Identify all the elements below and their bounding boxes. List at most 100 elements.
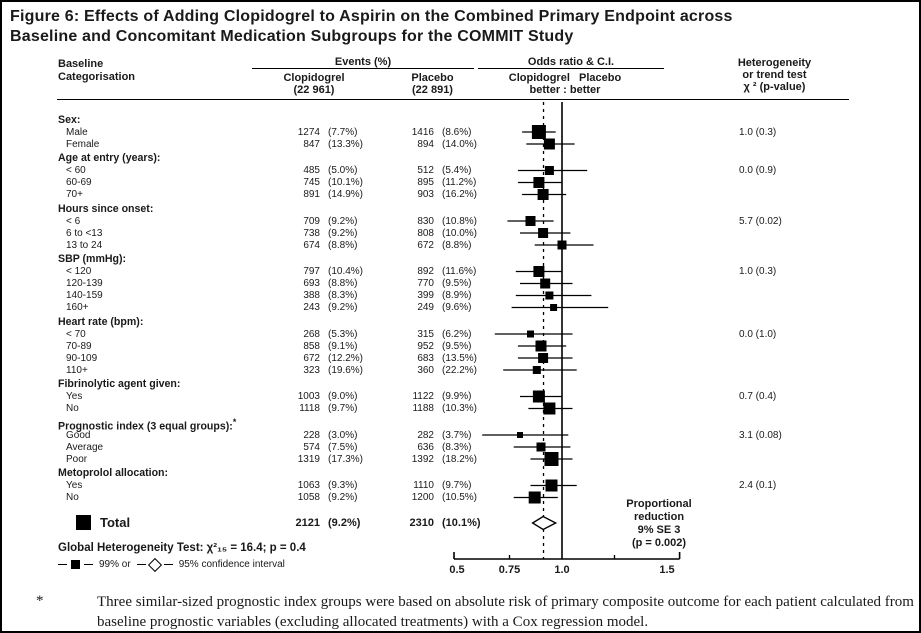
- clopidogrel-pct: (9.2%): [328, 215, 358, 227]
- clopidogrel-events: 574: [303, 441, 320, 453]
- total-placebo-events: 2310: [409, 517, 434, 529]
- placebo-pct: (10.3%): [442, 403, 478, 414]
- col-header-odds-ratio: Odds ratio & C.I.: [478, 56, 664, 69]
- placebo-events: 399: [417, 290, 434, 301]
- col-header-heterogeneity-1: Heterogeneity: [737, 57, 812, 69]
- clopidogrel-events: 693: [303, 278, 320, 289]
- heterogeneity-value: 3.1 (0.08): [739, 429, 782, 441]
- placebo-events: 1188: [412, 403, 434, 414]
- col-header-better-labels: better : better: [529, 84, 601, 96]
- or-square: [533, 177, 545, 188]
- subgroup-label: Male: [66, 126, 88, 138]
- subgroup-label: 140-159: [66, 290, 103, 301]
- col-header-events: Events (%): [252, 56, 474, 69]
- clopidogrel-events: 891: [303, 189, 320, 200]
- clopidogrel-pct: (7.7%): [328, 126, 358, 138]
- clopidogrel-pct: (8.8%): [328, 278, 358, 289]
- clopidogrel-pct: (9.2%): [328, 492, 358, 503]
- clopidogrel-events: 1319: [297, 453, 320, 465]
- placebo-pct: (9.5%): [442, 340, 472, 352]
- legend-99ci-square-icon: [71, 560, 80, 569]
- heterogeneity-value: 1.0 (0.3): [739, 126, 777, 138]
- placebo-pct: (14.0%): [442, 138, 478, 150]
- clopidogrel-pct: (3.0%): [328, 429, 358, 441]
- prop-reduction-line3: 9% SE 3: [637, 524, 681, 536]
- or-square: [532, 390, 545, 403]
- figure-title: Figure 6: Effects of Adding Clopidogrel …: [10, 7, 733, 48]
- placebo-events: 1110: [413, 480, 434, 491]
- subgroup-label: < 120: [66, 266, 92, 277]
- placebo-events: 903: [417, 189, 434, 200]
- total-square-icon: [76, 515, 91, 530]
- legend-95ci-label: 95% confidence interval: [178, 559, 285, 570]
- section-label: Heart rate (bpm):: [58, 315, 144, 328]
- clopidogrel-events: 323: [303, 364, 320, 376]
- prop-reduction-line1: Proportional: [626, 498, 692, 510]
- col-header-placebo-n: (22 891): [412, 84, 453, 96]
- section-label: Hours since onset:: [58, 202, 154, 215]
- footnote-text: Three similar-sized prognostic index gro…: [97, 594, 914, 630]
- placebo-pct: (8.3%): [442, 441, 472, 453]
- or-square: [517, 432, 523, 438]
- placebo-pct: (9.6%): [442, 302, 472, 313]
- placebo-events: 808: [417, 227, 434, 239]
- clopidogrel-pct: (9.0%): [328, 391, 358, 402]
- or-square: [527, 330, 534, 338]
- placebo-events: 1416: [411, 126, 434, 138]
- placebo-events: 895: [417, 177, 434, 188]
- clopidogrel-events: 1063: [297, 480, 320, 491]
- clopidogrel-pct: (14.9%): [328, 189, 364, 200]
- clopidogrel-events: 228: [303, 429, 320, 441]
- global-heterogeneity-test: Global Heterogeneity Test: χ²₁₅ = 16.4; …: [58, 542, 306, 554]
- heterogeneity-value: 5.7 (0.02): [739, 215, 782, 227]
- prop-reduction-line2: reduction: [633, 511, 685, 523]
- col-header-clopidogrel: Clopidogrel: [283, 72, 345, 84]
- subgroup-label: 110+: [66, 364, 88, 376]
- heterogeneity-value: 0.0 (1.0): [739, 328, 777, 340]
- subgroup-label: 70-89: [66, 340, 92, 352]
- or-square: [532, 366, 541, 374]
- placebo-events: 683: [417, 352, 434, 364]
- clopidogrel-pct: (10.1%): [328, 177, 364, 188]
- clopidogrel-events: 1118: [299, 403, 320, 414]
- clopidogrel-events: 672: [303, 352, 320, 364]
- subgroup-label: 70+: [66, 189, 83, 200]
- subgroup-label: < 60: [66, 165, 86, 176]
- clopidogrel-events: 738: [303, 227, 320, 239]
- or-square: [535, 340, 547, 352]
- col-header-heterogeneity-3: χ ² (p-value): [743, 81, 806, 93]
- clopidogrel-pct: (8.8%): [328, 239, 358, 251]
- legend-95ci-diamond-icon: [147, 557, 162, 572]
- placebo-events: 360: [417, 364, 434, 376]
- placebo-events: 894: [417, 138, 434, 150]
- ci-legend: 99% or 95% confidence interval: [58, 557, 287, 572]
- clopidogrel-pct: (12.2%): [328, 352, 364, 364]
- or-square: [545, 479, 558, 492]
- clopidogrel-events: 268: [303, 328, 320, 340]
- footnote-star: *: [36, 593, 44, 609]
- placebo-events: 672: [417, 239, 434, 251]
- x-axis-tick-label: 1.0: [554, 564, 570, 576]
- figure-title-line2: Baseline and Concomitant Medication Subg…: [10, 28, 574, 46]
- placebo-pct: (3.7%): [442, 429, 472, 441]
- heterogeneity-value: 1.0 (0.3): [739, 266, 777, 277]
- subgroup-label: 13 to 24: [66, 239, 103, 251]
- subgroup-label: Average: [66, 441, 104, 453]
- legend-99ci-label: 99% or: [99, 559, 131, 570]
- legend-line-icon: [84, 563, 93, 566]
- clopidogrel-pct: (9.1%): [328, 340, 358, 352]
- or-square: [538, 228, 549, 238]
- placebo-pct: (8.6%): [442, 126, 472, 138]
- subgroup-label: < 70: [66, 328, 86, 340]
- subgroup-label: < 6: [66, 215, 81, 227]
- x-axis-tick-label: 0.5: [449, 564, 465, 576]
- section-label: SBP (mmHg):: [58, 253, 127, 265]
- placebo-pct: (8.8%): [442, 239, 472, 251]
- placebo-events: 512: [417, 165, 434, 176]
- clopidogrel-events: 745: [303, 177, 320, 188]
- col-header-placebo: Placebo: [411, 72, 454, 84]
- clopidogrel-events: 709: [303, 215, 320, 227]
- heterogeneity-value: 0.7 (0.4): [739, 391, 777, 402]
- subgroup-label: 160+: [66, 302, 89, 313]
- placebo-events: 1392: [411, 453, 434, 465]
